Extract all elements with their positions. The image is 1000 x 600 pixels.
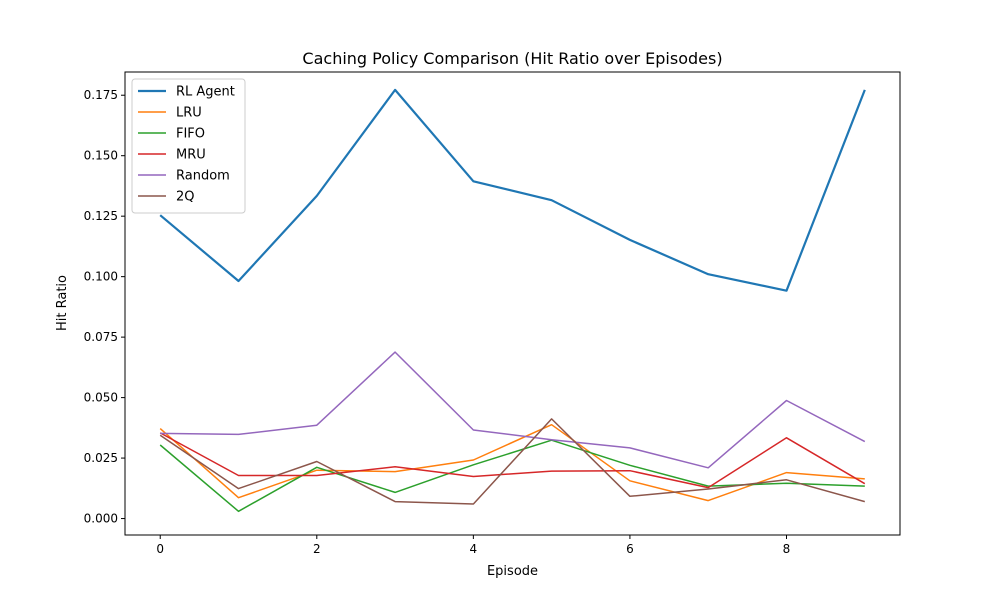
legend-label: MRU <box>176 148 206 163</box>
series-line-rl-agent <box>159 88 866 292</box>
y-tick-label: 0.075 <box>84 330 118 344</box>
legend-label: LRU <box>176 106 202 121</box>
y-tick-label: 0.150 <box>84 149 118 163</box>
axis-ticks: 0 2 4 6 8 0.000 0.025 0.050 0.075 0.100 0.125 0.150… <box>84 88 791 556</box>
legend-label: RL Agent <box>176 85 235 100</box>
x-axis-label: Episode <box>487 564 538 579</box>
legend-label: Random <box>176 169 230 184</box>
y-tick-label: 0.000 <box>84 512 118 526</box>
x-tick-label: 0 <box>156 542 164 556</box>
series-line-lru <box>159 423 865 502</box>
x-tick-label: 8 <box>783 542 791 556</box>
x-tick-label: 2 <box>313 542 321 556</box>
y-tick-label: 0.100 <box>84 270 118 284</box>
legend: RL Agent LRU FIFO MRU Random 2Q <box>131 78 246 214</box>
legend-label: 2Q <box>176 190 195 205</box>
y-axis-label: Hit Ratio <box>55 275 70 331</box>
y-tick-label: 0.050 <box>84 391 118 405</box>
y-tick-label: 0.175 <box>84 88 118 102</box>
y-tick-label: 0.025 <box>84 451 118 465</box>
series-line-random <box>160 351 866 469</box>
plot-frame <box>124 71 901 536</box>
x-tick-label: 4 <box>470 542 478 556</box>
legend-label: FIFO <box>176 127 205 142</box>
x-tick-label: 6 <box>626 542 634 556</box>
plot-lines <box>159 88 866 513</box>
series-line-2q <box>159 418 866 505</box>
chart-title: Caching Policy Comparison (Hit Ratio ove… <box>302 49 722 68</box>
y-tick-label: 0.125 <box>84 209 118 223</box>
